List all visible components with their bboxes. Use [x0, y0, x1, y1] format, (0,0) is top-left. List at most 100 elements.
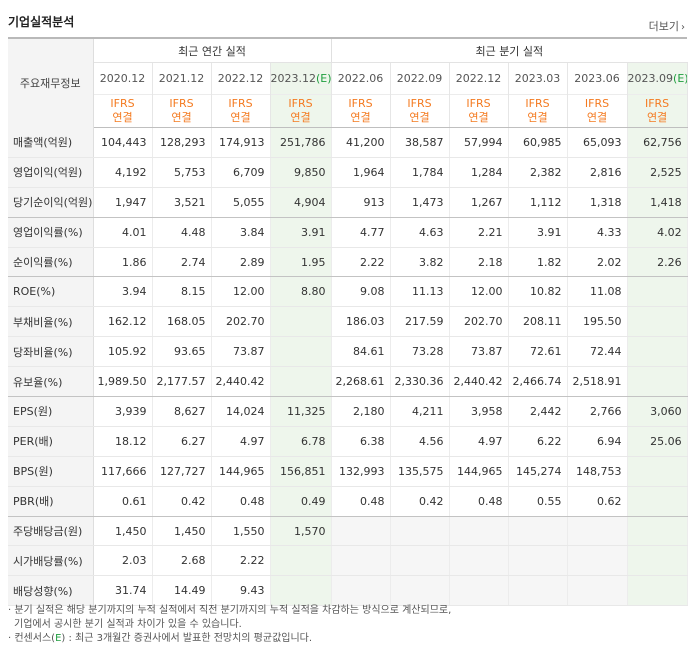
- table-cell: 4.01: [93, 217, 153, 248]
- table-cell: 14.49: [152, 575, 212, 607]
- ifrs-header: IFRS 연결: [390, 94, 450, 128]
- table-cell: 25.06: [627, 426, 688, 457]
- table-cell: 4,192: [93, 157, 153, 188]
- quarterly-group-header: 최근 분기 실적: [331, 37, 688, 63]
- period-label: 2022.12: [217, 72, 264, 85]
- table-cell: 4.02: [627, 217, 688, 248]
- table-cell: 2,466.74: [508, 366, 568, 398]
- consolidated-label: 연결: [112, 111, 133, 124]
- consolidated-label: 연결: [171, 111, 192, 124]
- table-cell: 84.61: [331, 336, 391, 368]
- ifrs-label: IFRS: [584, 97, 610, 110]
- table-cell: 3.84: [211, 217, 271, 248]
- table-cell: 2.74: [152, 247, 212, 278]
- table-cell: 62,756: [627, 127, 688, 158]
- table-cell: 4.77: [331, 217, 391, 248]
- ifrs-header: IFRS 연결: [331, 94, 391, 128]
- row-label: 주당배당금(원): [8, 516, 94, 547]
- table-cell: 1.82: [508, 247, 568, 278]
- table-cell: 148,753: [567, 456, 628, 487]
- more-link[interactable]: 더보기 ›: [649, 18, 685, 34]
- table-cell: 132,993: [331, 456, 391, 487]
- table-cell: 11,325: [270, 396, 332, 427]
- table-cell: [270, 336, 332, 368]
- consensus-mark: E: [55, 633, 62, 644]
- period-label: 2023.12: [270, 72, 317, 85]
- table-cell: [627, 456, 688, 487]
- estimate-mark: (E): [673, 72, 688, 85]
- table-cell: 0.49: [270, 486, 332, 517]
- period-header: 2023.03: [508, 62, 568, 95]
- table-cell: 127,727: [152, 456, 212, 487]
- table-cell: [390, 516, 450, 547]
- row-label: 배당성향(%): [8, 575, 94, 607]
- table-cell: [567, 516, 628, 547]
- table-cell: 3.82: [390, 247, 450, 278]
- table-cell: 1,989.50: [93, 366, 153, 398]
- table-cell: 202.70: [211, 306, 271, 338]
- period-header: 2021.12: [152, 62, 212, 95]
- period-header: 2023.12(E): [270, 62, 332, 95]
- table-cell: 202.70: [449, 306, 509, 338]
- table-cell: 4.48: [152, 217, 212, 248]
- consolidated-label: 연결: [230, 111, 251, 124]
- table-cell: 4.33: [567, 217, 628, 248]
- row-label: PBR(배): [8, 486, 94, 517]
- period-label: 2022.06: [337, 72, 384, 85]
- table-row: ROE(%) 3.94 8.15 12.00 8.80 9.08 11.13 12.00 10.…: [8, 276, 688, 308]
- period-label: 2021.12: [158, 72, 205, 85]
- table-cell: [627, 575, 688, 607]
- table-cell: 6.27: [152, 426, 212, 457]
- ifrs-header: IFRS 연결: [152, 94, 212, 128]
- table-cell: 9,850: [270, 157, 332, 188]
- table-cell: 41,200: [331, 127, 391, 158]
- period-header: 2023.09(E): [627, 62, 688, 95]
- table-row: 당기순이익(억원) 1,947 3,521 5,055 4,904 913 1,473 1,2…: [8, 187, 688, 218]
- ifrs-label: IFRS: [466, 97, 491, 110]
- table-cell: 104,443: [93, 127, 153, 158]
- table-row: 영업이익(억원) 4,192 5,753 6,709 9,850 1,964 1,784 1,…: [8, 157, 688, 188]
- table-cell: 3,939: [93, 396, 153, 427]
- table-cell: 2.22: [211, 545, 271, 577]
- ifrs-label: IFRS: [288, 97, 313, 110]
- table-row: 유보율(%) 1,989.50 2,177.57 2,440.42 2,268.61 2,…: [8, 366, 688, 398]
- row-label: PER(배): [8, 426, 94, 457]
- ifrs-label: IFRS: [348, 97, 373, 110]
- table-cell: 1,964: [331, 157, 391, 188]
- consolidated-label: 연결: [586, 111, 608, 124]
- table-cell: 2,330.36: [390, 366, 450, 398]
- table-cell: [627, 306, 688, 338]
- table-cell: 2.89: [211, 247, 271, 278]
- consolidated-label: 연결: [527, 111, 548, 124]
- table-cell: [567, 545, 628, 577]
- period-header: 2022.12: [211, 62, 271, 95]
- financial-table: 주요재무정보 최근 연간 실적 최근 분기 실적 2020.12 2021.12 2…: [8, 37, 688, 607]
- table-cell: 128,293: [152, 127, 212, 158]
- footnote-consensus-pre: · 컨센서스(: [8, 633, 56, 644]
- consolidated-label: 연결: [468, 111, 489, 124]
- table-cell: 10.82: [508, 276, 568, 308]
- table-cell: 5,055: [211, 187, 271, 218]
- table-row: 매출액(억원) 104,443 128,293 174,913 251,786 41,20…: [8, 127, 688, 158]
- period-header: 2020.12: [93, 62, 153, 95]
- footnote-quarterly-cont: 기업에서 공시한 분기 실적과 차이가 있을 수 있습니다.: [14, 619, 242, 630]
- table-cell: 105.92: [93, 336, 153, 368]
- table-cell: 38,587: [390, 127, 450, 158]
- table-cell: 2.21: [449, 217, 509, 248]
- table-cell: 162.12: [93, 306, 153, 338]
- table-cell: 2.18: [449, 247, 509, 278]
- table-cell: [390, 545, 450, 577]
- table-row: 배당성향(%) 31.74 14.49 9.43: [8, 575, 688, 607]
- table-cell: 1,267: [449, 187, 509, 218]
- ifrs-header: IFRS 연결: [508, 94, 568, 128]
- table-cell: 11.08: [567, 276, 628, 308]
- table-cell: 1,418: [627, 187, 688, 218]
- table-cell: 60,985: [508, 127, 568, 158]
- table-cell: 9.43: [211, 575, 271, 607]
- table-cell: 1,947: [93, 187, 153, 218]
- ifrs-header: IFRS 연결: [211, 94, 271, 128]
- table-cell: 2.22: [331, 247, 391, 278]
- table-cell: 135,575: [390, 456, 450, 487]
- table-row: 주당배당금(원) 1,450 1,450 1,550 1,570: [8, 516, 688, 547]
- ifrs-header: IFRS 연결: [449, 94, 509, 128]
